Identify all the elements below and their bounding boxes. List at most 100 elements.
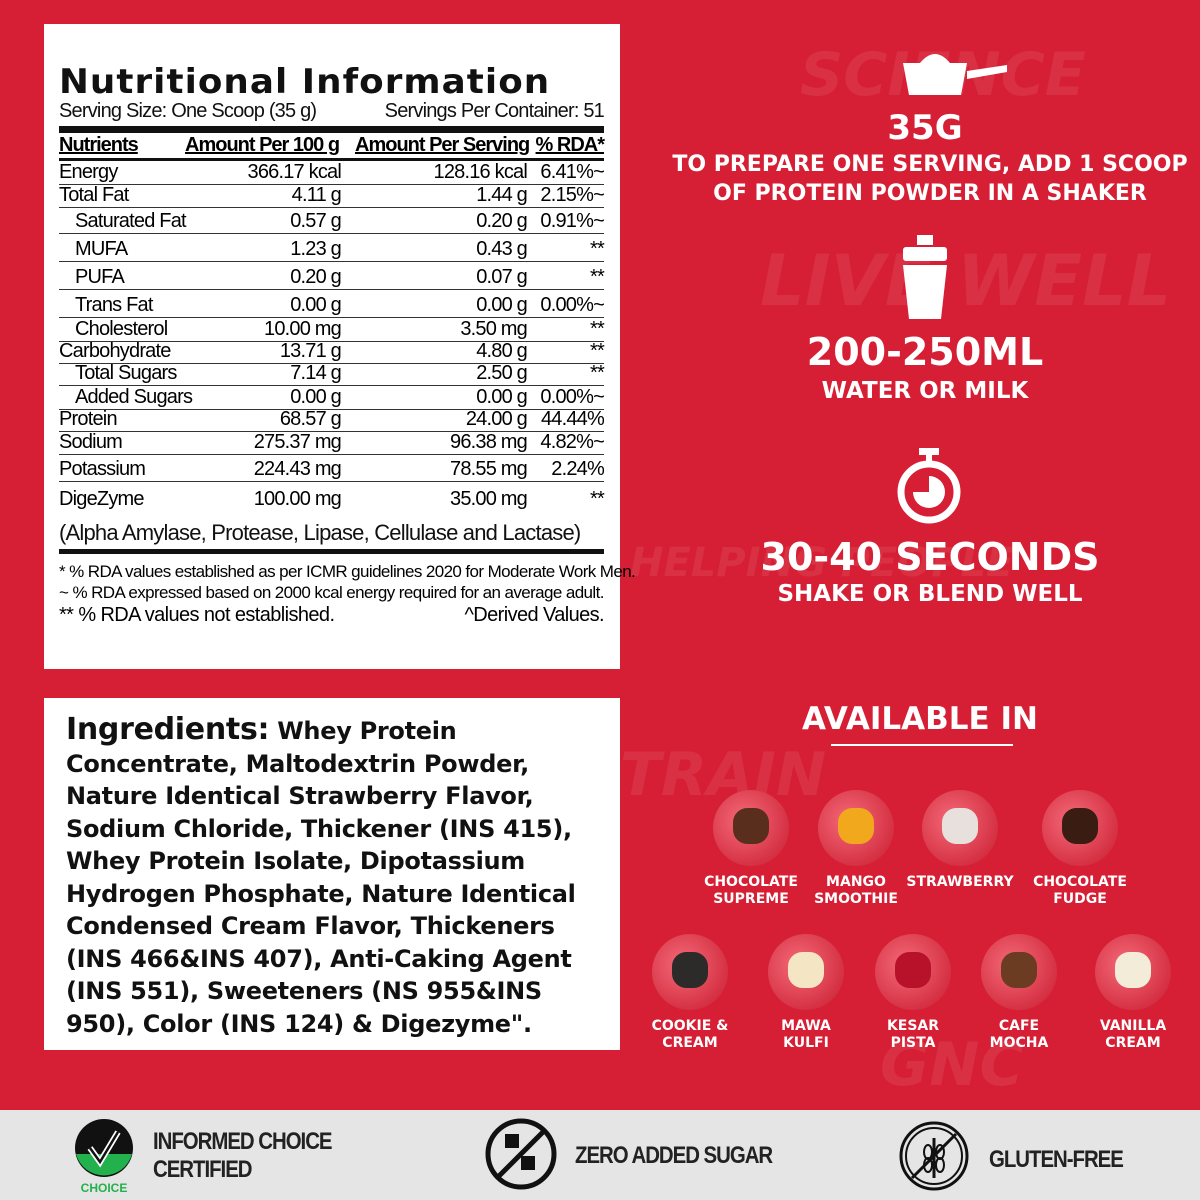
- amount-per-serving: 0.43 g: [476, 238, 528, 260]
- flavor-item: KESAR PISTA: [853, 934, 973, 1052]
- flavor-image: [652, 934, 728, 1010]
- nutrient-name: Total Sugars: [75, 362, 177, 384]
- flavor-name: COOKIE & CREAM: [651, 1018, 729, 1051]
- derived-values-note: ^Derived Values.: [464, 604, 605, 626]
- flavor-name: MANGO SMOOTHIE: [814, 874, 898, 907]
- step-title: 30-40 SECONDS: [760, 535, 1100, 579]
- nutrient-row: Total Fat 4.11 g 1.44 g 2.15%~: [59, 184, 605, 208]
- rda-percent: 0.00%~: [540, 294, 604, 316]
- amount-per-serving: 24.00 g: [465, 408, 528, 430]
- nutrient-name: Potassium: [59, 458, 146, 480]
- footnote: ~ % RDA expressed based on 2000 kcal ene…: [59, 583, 604, 602]
- step-text: TO PREPARE ONE SERVING, ADD 1 SCOOP OF P…: [672, 152, 1188, 206]
- background-pattern: GNC: [880, 1030, 1024, 1100]
- ingredients-panel: Ingredients: Whey Protein Concentrate, M…: [44, 698, 620, 1050]
- flavor-image: [768, 934, 844, 1010]
- ingredients-label: Ingredients:: [66, 712, 270, 747]
- divider: [59, 158, 604, 161]
- flavor-name: KESAR PISTA: [886, 1018, 940, 1051]
- flavor-image: [1095, 934, 1171, 1010]
- step-text: WATER OR MILK: [821, 378, 1029, 404]
- flavor-item: CHOCOLATE FUDGE: [1020, 790, 1140, 908]
- amount-per-serving: 96.38 mg: [450, 431, 528, 453]
- amount-per-serving: 4.80 g: [476, 340, 528, 362]
- background-pattern: LIVE WELL: [760, 240, 1172, 322]
- informed-choice-icon: CHOICE: [75, 1119, 133, 1194]
- badge-bar: CHOICE INFORMED CHOICE CERTIFIED ZERO AD…: [0, 1110, 1200, 1200]
- amount-per-100g: 4.11 g: [291, 184, 342, 206]
- rda-percent: **: [590, 340, 605, 362]
- nutrient-row: PUFA 0.20 g 0.07 g **: [59, 262, 605, 290]
- flavor-item: CAFE MOCHA: [959, 934, 1079, 1052]
- flavor-image: [875, 934, 951, 1010]
- flavor-image: [922, 790, 998, 866]
- amount-per-100g: 68.57 g: [279, 408, 342, 430]
- rda-percent: **: [590, 318, 605, 340]
- flavor-item: MAWA KULFI: [746, 934, 866, 1052]
- nutrient-name: Cholesterol: [75, 318, 168, 340]
- nutrient-row: Energy 366.17 kcal 128.16 kcal 6.41%~: [59, 161, 605, 185]
- amount-per-100g: 13.71 g: [279, 340, 342, 362]
- nutrient-row: MUFA 1.23 g 0.43 g **: [59, 234, 605, 262]
- footnote: * % RDA values established as per ICMR g…: [59, 562, 636, 581]
- nutrition-panel: Nutritional Information Serving Size: On…: [44, 24, 636, 669]
- divider: [59, 126, 604, 133]
- flavor-image: [713, 790, 789, 866]
- serving-size: Serving Size: One Scoop (35 g): [59, 100, 317, 122]
- ingredients-list: Whey Protein Concentrate, Maltodextrin P…: [66, 717, 576, 1038]
- background-pattern: HELPING PEOPLE: [630, 540, 1014, 586]
- step-title: 200-250ML: [806, 330, 1044, 374]
- nutrient-name: Trans Fat: [75, 294, 153, 316]
- amount-per-100g: 1.23 g: [290, 238, 342, 260]
- nutrient-name: Total Fat: [59, 184, 129, 206]
- nutrition-title: Nutritional Information: [59, 62, 551, 102]
- nutrient-name: Added Sugars: [75, 386, 193, 408]
- header-rda: % RDA*: [535, 134, 605, 156]
- nutrient-name: Energy: [59, 161, 118, 183]
- amount-per-100g: 0.57 g: [290, 210, 342, 232]
- flavor-name: CHOCOLATE FUDGE: [1033, 874, 1127, 907]
- amount-per-serving: 1.44 g: [476, 184, 528, 206]
- nutrient-name: PUFA: [75, 266, 125, 288]
- rda-percent: 0.00%~: [540, 386, 604, 408]
- nutrient-row: Trans Fat 0.00 g 0.00 g 0.00%~: [59, 290, 605, 318]
- informed-choice-logo-text: CHOICE: [81, 1181, 128, 1194]
- divider: [59, 549, 604, 554]
- amount-per-serving: 0.07 g: [476, 266, 528, 288]
- nutrient-name: DigeZyme: [59, 488, 145, 510]
- nutrient-row: Protein 68.57 g 24.00 g 44.44%: [59, 408, 605, 432]
- flavor-name: VANILLA CREAM: [1099, 1018, 1167, 1051]
- nutrient-row: Sodium 275.37 mg 96.38 mg 4.82%~: [59, 431, 605, 455]
- header-per-100g: Amount Per 100 g: [185, 134, 340, 156]
- footnote: ** % RDA values not established.: [59, 604, 335, 626]
- step-text: SHAKE OR BLEND WELL: [777, 581, 1083, 607]
- flavor-item: COOKIE & CREAM: [630, 934, 750, 1052]
- rda-percent: **: [590, 266, 605, 288]
- nutrient-name: Carbohydrate: [59, 340, 171, 362]
- amount-per-serving: 2.50 g: [476, 362, 528, 384]
- flavor-image: [981, 934, 1057, 1010]
- servings-per-container: Servings Per Container: 51: [384, 100, 605, 122]
- rda-percent: 44.44%: [540, 408, 605, 430]
- header-per-serving: Amount Per Serving: [355, 134, 530, 156]
- badge-label: ZERO ADDED SUGAR: [575, 1142, 773, 1169]
- nutrient-row: Added Sugars 0.00 g 0.00 g 0.00%~: [59, 386, 605, 410]
- flavor-item: VANILLA CREAM: [1073, 934, 1193, 1052]
- amount-per-serving: 78.55 mg: [450, 458, 528, 480]
- nutrition-table: Energy 366.17 kcal 128.16 kcal 6.41%~ Total …: [59, 161, 605, 511]
- ingredients-text: Ingredients: Whey Protein Concentrate, M…: [66, 712, 612, 1040]
- flavor-name: MAWA KULFI: [781, 1018, 831, 1051]
- nutrient-name: Protein: [59, 408, 118, 430]
- flavor-item: CHOCOLATE SUPREME: [691, 790, 811, 908]
- badge-label: GLUTEN-FREE: [989, 1146, 1124, 1173]
- no-sugar-icon: [485, 1118, 557, 1190]
- rda-percent: **: [590, 238, 605, 260]
- flavor-name: CAFE MOCHA: [989, 1018, 1049, 1051]
- amount-per-100g: 0.00 g: [290, 386, 342, 408]
- flavor-image: [1042, 790, 1118, 866]
- amount-per-serving: 0.00 g: [476, 294, 528, 316]
- nutrient-row: Cholesterol 10.00 mg 3.50 mg **: [59, 318, 605, 342]
- amount-per-serving: 35.00 mg: [450, 488, 528, 510]
- nutrient-row: DigeZyme 100.00 mg 35.00 mg **: [59, 482, 605, 511]
- nutrient-row: Potassium 224.43 mg 78.55 mg 2.24%: [59, 455, 605, 482]
